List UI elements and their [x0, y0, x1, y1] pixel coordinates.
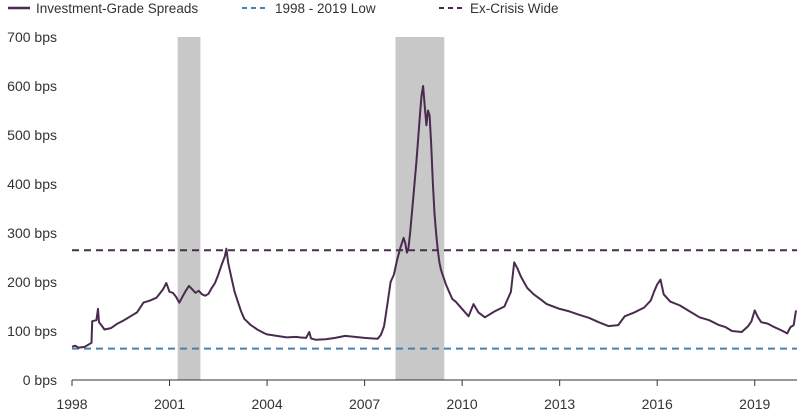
y-tick-label: 200 bps — [7, 274, 57, 290]
y-tick-label: 300 bps — [7, 225, 57, 241]
y-tick-label: 400 bps — [7, 176, 57, 192]
y-tick-label: 600 bps — [7, 78, 57, 94]
legend-label-investment-grade: Investment-Grade Spreads — [36, 1, 198, 16]
legend-item-investment-grade: Investment-Grade Spreads — [8, 1, 198, 16]
x-tick-label: 2001 — [154, 396, 185, 412]
x-tick-label: 2010 — [447, 396, 478, 412]
x-tick-label: 2013 — [544, 396, 575, 412]
legend: Investment-Grade Spreads 1998 - 2019 Low… — [8, 1, 559, 16]
x-tick-label: 1998 — [56, 396, 87, 412]
y-tick-label: 500 bps — [7, 127, 57, 143]
x-tick-label: 2019 — [739, 396, 770, 412]
recession-shading — [177, 37, 445, 380]
series-line-investment-grade-spreads — [71, 85, 797, 349]
shaded-period-1 — [177, 37, 201, 380]
series-layer — [71, 85, 797, 350]
y-axis-ticks: 0 bps 100 bps 200 bps 300 bps 400 bps 500 bps… — [7, 29, 57, 388]
shaded-period-2 — [395, 37, 445, 380]
axes: 1998 2001 2004 2007 2010 2013 2016 2019 0 bps 10… — [7, 29, 797, 412]
y-tick-label: 100 bps — [7, 323, 57, 339]
legend-item-ex-crisis: Ex-Crisis Wide — [439, 1, 559, 16]
legend-label-ex-crisis: Ex-Crisis Wide — [470, 1, 559, 16]
x-tick-label: 2016 — [642, 396, 673, 412]
legend-label-low: 1998 - 2019 Low — [275, 1, 376, 16]
x-tick-label: 2004 — [251, 396, 282, 412]
x-tick-label: 2007 — [349, 396, 380, 412]
x-axis-ticks: 1998 2001 2004 2007 2010 2013 2016 2019 — [56, 380, 771, 412]
y-tick-label: 700 bps — [7, 29, 57, 45]
legend-item-low: 1998 - 2019 Low — [242, 1, 376, 16]
y-tick-label: 0 bps — [23, 372, 57, 388]
